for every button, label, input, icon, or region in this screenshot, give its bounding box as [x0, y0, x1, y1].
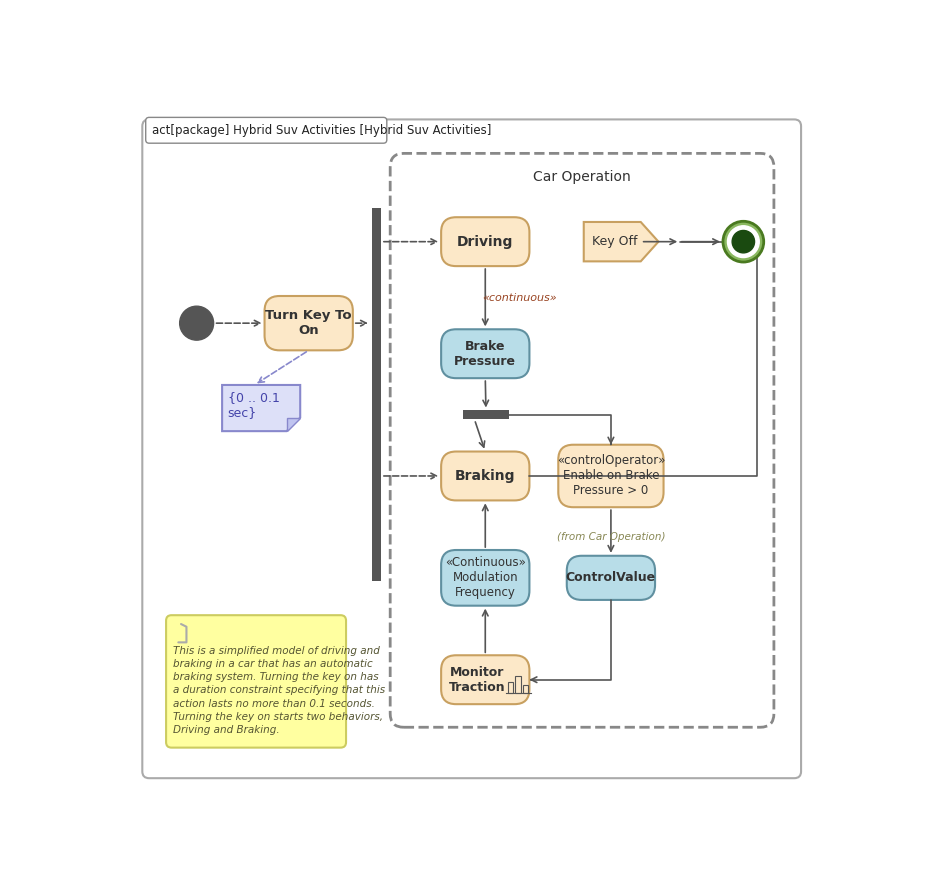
- FancyBboxPatch shape: [441, 550, 529, 606]
- Text: Braking: Braking: [455, 469, 515, 483]
- Text: Turn Key To
On: Turn Key To On: [265, 310, 352, 337]
- Text: Key Off: Key Off: [592, 235, 638, 248]
- Bar: [508, 683, 514, 693]
- Bar: [523, 685, 528, 693]
- Polygon shape: [222, 385, 300, 431]
- Text: ControlValue: ControlValue: [565, 572, 656, 585]
- Polygon shape: [286, 417, 300, 431]
- Bar: [515, 676, 521, 693]
- Text: Car Operation: Car Operation: [533, 170, 631, 184]
- FancyBboxPatch shape: [146, 117, 387, 143]
- Text: Driving: Driving: [457, 235, 514, 249]
- Bar: [463, 410, 509, 419]
- FancyBboxPatch shape: [390, 153, 774, 728]
- Text: (from Car Operation): (from Car Operation): [557, 532, 666, 542]
- FancyBboxPatch shape: [441, 217, 529, 266]
- Polygon shape: [584, 222, 658, 261]
- Text: «continuous»: «continuous»: [482, 293, 556, 303]
- Text: act[package] Hybrid Suv Activities [Hybrid Suv Activities]: act[package] Hybrid Suv Activities [Hybr…: [153, 123, 492, 137]
- FancyBboxPatch shape: [558, 445, 664, 507]
- FancyBboxPatch shape: [566, 556, 655, 600]
- FancyBboxPatch shape: [441, 452, 529, 500]
- FancyBboxPatch shape: [143, 119, 801, 778]
- Circle shape: [732, 230, 755, 253]
- Circle shape: [180, 306, 213, 340]
- Text: {0 .. 0.1
sec}: {0 .. 0.1 sec}: [227, 391, 279, 419]
- Circle shape: [723, 221, 764, 262]
- Text: This is a simplified model of driving and
braking in a car that has an automatic: This is a simplified model of driving an…: [172, 646, 385, 735]
- FancyBboxPatch shape: [441, 655, 529, 704]
- Bar: [373, 208, 381, 581]
- FancyBboxPatch shape: [166, 616, 346, 748]
- Text: Monitor
Traction: Monitor Traction: [449, 666, 505, 694]
- Text: «controlOperator»
Enable on Brake
Pressure > 0: «controlOperator» Enable on Brake Pressu…: [557, 454, 666, 497]
- FancyBboxPatch shape: [264, 296, 353, 350]
- Text: Brake
Pressure: Brake Pressure: [454, 340, 516, 368]
- Circle shape: [728, 226, 759, 258]
- FancyBboxPatch shape: [441, 329, 529, 378]
- Text: «Continuous»
Modulation
Frequency: «Continuous» Modulation Frequency: [445, 557, 526, 600]
